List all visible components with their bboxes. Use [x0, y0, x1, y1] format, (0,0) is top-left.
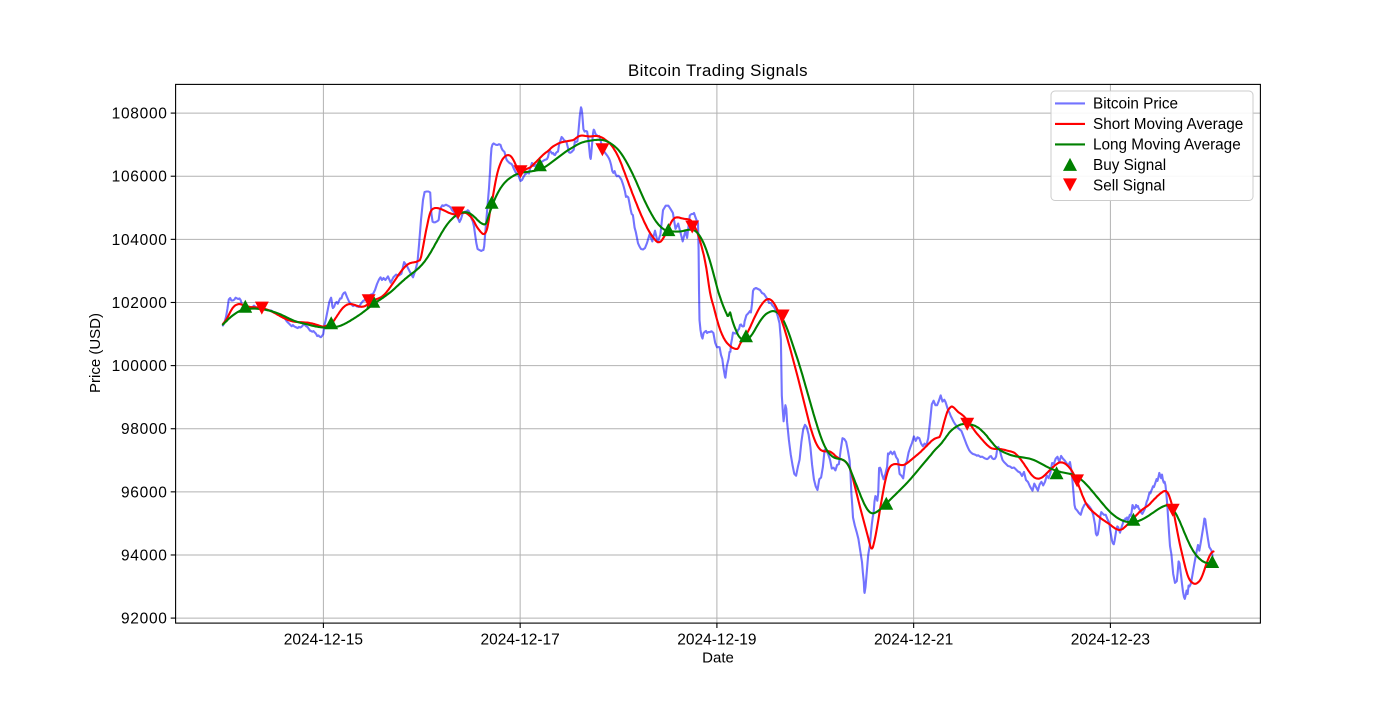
svg-text:2024-12-19: 2024-12-19 — [677, 632, 756, 649]
svg-text:2024-12-17: 2024-12-17 — [481, 632, 560, 649]
svg-text:100000: 100000 — [112, 358, 168, 375]
svg-text:108000: 108000 — [112, 106, 168, 123]
svg-text:Bitcoin Price: Bitcoin Price — [1093, 96, 1178, 113]
svg-text:Long Moving Average: Long Moving Average — [1093, 137, 1241, 154]
svg-text:Sell Signal: Sell Signal — [1093, 178, 1165, 195]
svg-text:92000: 92000 — [121, 611, 168, 628]
svg-text:98000: 98000 — [121, 421, 168, 438]
svg-text:96000: 96000 — [121, 484, 168, 501]
svg-text:2024-12-23: 2024-12-23 — [1071, 632, 1150, 649]
svg-text:104000: 104000 — [112, 232, 168, 249]
svg-text:Buy Signal: Buy Signal — [1093, 157, 1166, 174]
svg-text:94000: 94000 — [121, 547, 168, 564]
svg-text:106000: 106000 — [112, 169, 168, 186]
svg-text:2024-12-21: 2024-12-21 — [874, 632, 953, 649]
svg-text:Date: Date — [702, 650, 734, 667]
svg-text:2024-12-15: 2024-12-15 — [284, 632, 363, 649]
svg-text:102000: 102000 — [112, 295, 168, 312]
svg-text:Price (USD): Price (USD) — [87, 313, 104, 393]
svg-text:Short Moving Average: Short Moving Average — [1093, 116, 1243, 133]
svg-text:Bitcoin Trading Signals: Bitcoin Trading Signals — [628, 61, 808, 80]
